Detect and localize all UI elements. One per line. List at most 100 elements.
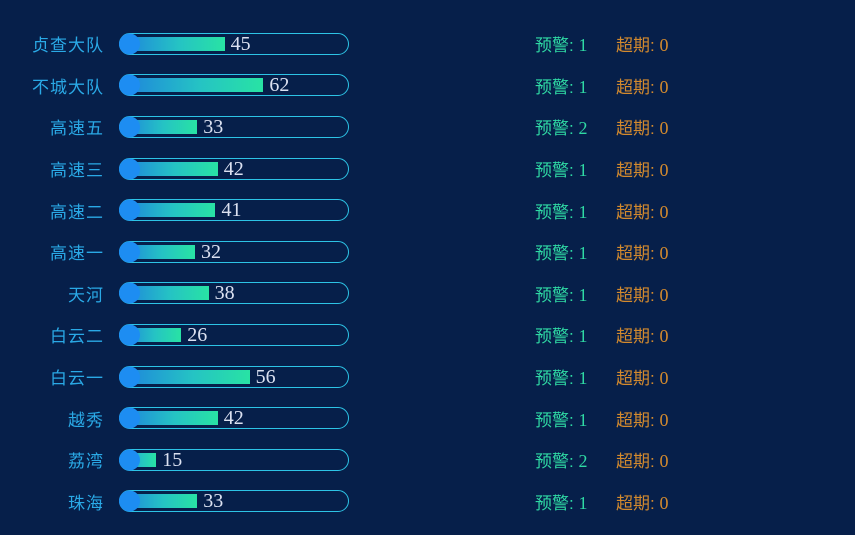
bar-fill: [122, 244, 195, 259]
bar-value: 32: [200, 240, 221, 263]
warning-label: 预警:: [535, 493, 579, 513]
overdue-stat: 超期: 0: [616, 239, 668, 264]
overdue-label: 超期:: [616, 452, 660, 472]
overdue-count: 0: [659, 160, 669, 181]
overdue-count: 0: [659, 368, 669, 389]
stat-row: 天河 38 预警: 1 超期: 0: [0, 273, 855, 315]
overdue-count: 0: [659, 409, 669, 430]
overdue-label: 超期:: [616, 410, 660, 430]
bar-fill: [122, 119, 198, 134]
overdue-label: 超期:: [616, 244, 660, 264]
progress-bar: 33: [119, 490, 349, 513]
bar-fill: [122, 286, 209, 301]
warning-stat: 预警: 1: [535, 281, 593, 306]
overdue-stat: 超期: 0: [616, 31, 668, 56]
warning-stat: 预警: 1: [535, 489, 593, 514]
bar-cap-circle-icon: [119, 366, 140, 388]
overdue-count: 0: [659, 243, 669, 264]
stat-row: 高速一 32 预警: 1 超期: 0: [0, 231, 855, 273]
brigade-label: 高速五: [50, 119, 104, 139]
brigade-label: 珠海: [68, 493, 104, 513]
warning-count: 1: [578, 284, 588, 305]
bar-value: 26: [187, 323, 208, 346]
overdue-stat: 超期: 0: [616, 447, 668, 472]
warning-stat: 预警: 2: [535, 447, 593, 472]
brigade-label: 荔湾: [68, 452, 104, 472]
brigade-label: 高速一: [50, 244, 104, 264]
stat-row: 白云一 56 预警: 1 超期: 0: [0, 356, 855, 398]
brigade-label: 白云一: [50, 369, 104, 389]
progress-bar: 15: [119, 448, 349, 471]
stat-row: 白云二 26 预警: 1 超期: 0: [0, 314, 855, 356]
bar-fill: [122, 369, 250, 384]
stat-row: 不城大队 62 预警: 1 超期: 0: [0, 65, 855, 107]
bar-cap-circle-icon: [119, 241, 140, 263]
bar-cap-circle-icon: [119, 282, 140, 304]
warning-count: 2: [578, 118, 588, 139]
progress-bar: 41: [119, 199, 349, 222]
bar-fill: [122, 36, 225, 51]
warning-label: 预警:: [535, 36, 579, 56]
bar-value: 38: [214, 282, 235, 305]
progress-bar: 62: [119, 74, 349, 97]
warning-count: 1: [578, 368, 588, 389]
warning-stat: 预警: 1: [535, 406, 593, 431]
overdue-count: 0: [659, 451, 669, 472]
warning-stat: 预警: 1: [535, 198, 593, 223]
warning-label: 预警:: [535, 77, 579, 97]
stat-row: 高速三 42 预警: 1 超期: 0: [0, 148, 855, 190]
stat-row: 越秀 42 预警: 1 超期: 0: [0, 397, 855, 439]
progress-bar: 33: [119, 115, 349, 138]
bar-value: 45: [230, 32, 251, 55]
overdue-label: 超期:: [616, 161, 660, 181]
warning-count: 1: [578, 326, 588, 347]
bar-cap-circle-icon: [119, 74, 140, 96]
overdue-label: 超期:: [616, 77, 660, 97]
warning-count: 2: [578, 451, 588, 472]
progress-bar: 45: [119, 32, 349, 55]
bar-cap-circle-icon: [119, 324, 140, 346]
brigade-label: 贞查大队: [32, 36, 104, 56]
bar-value: 42: [223, 157, 244, 180]
warning-count: 1: [578, 409, 588, 430]
progress-bar: 38: [119, 282, 349, 305]
warning-stat: 预警: 1: [535, 322, 593, 347]
warning-stat: 预警: 1: [535, 156, 593, 181]
warning-label: 预警:: [535, 202, 579, 222]
stat-row: 荔湾 15 预警: 2 超期: 0: [0, 439, 855, 481]
warning-label: 预警:: [535, 161, 579, 181]
warning-stat: 预警: 1: [535, 31, 593, 56]
bar-cap-circle-icon: [119, 33, 140, 55]
overdue-count: 0: [659, 492, 669, 513]
stat-row: 贞查大队 45 预警: 1 超期: 0: [0, 23, 855, 65]
warning-label: 预警:: [535, 369, 579, 389]
overdue-count: 0: [659, 284, 669, 305]
progress-bar: 42: [119, 407, 349, 430]
bar-value: 41: [221, 199, 242, 222]
warning-count: 1: [578, 492, 588, 513]
bar-fill: [122, 78, 264, 93]
warning-stat: 预警: 1: [535, 73, 593, 98]
stat-row: 珠海 33 预警: 1 超期: 0: [0, 481, 855, 523]
warning-label: 预警:: [535, 244, 579, 264]
brigade-label: 天河: [68, 285, 104, 305]
bar-cap-circle-icon: [119, 407, 140, 429]
bar-fill: [122, 494, 198, 509]
warning-stat: 预警: 1: [535, 364, 593, 389]
overdue-stat: 超期: 0: [616, 322, 668, 347]
overdue-count: 0: [659, 201, 669, 222]
brigade-label: 不城大队: [32, 77, 104, 97]
warning-label: 预警:: [535, 119, 579, 139]
bar-value: 15: [162, 448, 183, 471]
overdue-label: 超期:: [616, 285, 660, 305]
bar-value: 56: [255, 365, 276, 388]
overdue-label: 超期:: [616, 202, 660, 222]
bar-cap-circle-icon: [119, 449, 140, 471]
overdue-count: 0: [659, 326, 669, 347]
overdue-stat: 超期: 0: [616, 406, 668, 431]
bar-value: 42: [223, 407, 244, 430]
bar-value: 33: [203, 490, 224, 513]
overdue-stat: 超期: 0: [616, 73, 668, 98]
stat-row: 高速二 41 预警: 1 超期: 0: [0, 189, 855, 231]
